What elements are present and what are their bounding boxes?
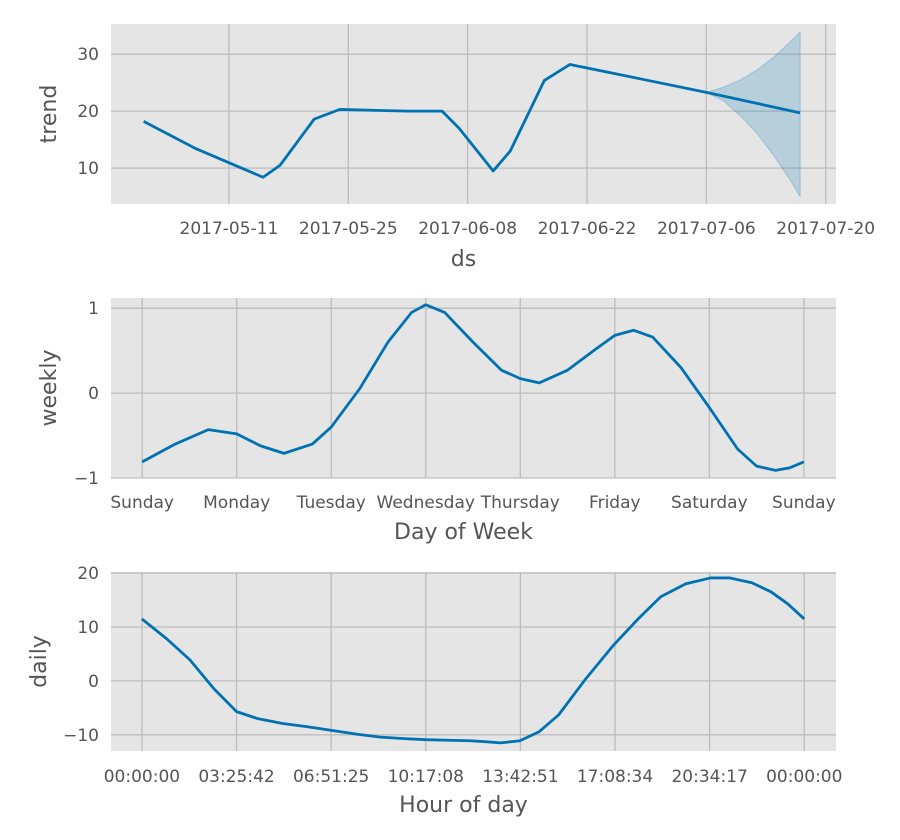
x-tick-label: 2017-06-22 — [538, 219, 637, 239]
x-tick-label: Thursday — [480, 493, 560, 513]
y-tick-label: 20 — [77, 564, 99, 584]
y-tick-label: 1 — [88, 299, 99, 319]
x-tick-label: 06:51:25 — [293, 767, 369, 787]
x-tick-label: 00:00:00 — [104, 767, 180, 787]
x-tick-label: 00:00:00 — [766, 767, 842, 787]
y-tick-label: 10 — [77, 618, 99, 638]
y-tick-label: 0 — [88, 384, 99, 404]
uncertainty-band — [704, 30, 801, 199]
plot-area — [111, 572, 836, 751]
x-tick-label: 13:42:51 — [482, 767, 558, 787]
x-tick-label: Saturday — [671, 493, 748, 513]
daily-line — [141, 576, 806, 745]
y-axis-label: daily — [27, 635, 52, 688]
x-tick-label: 2017-05-11 — [180, 219, 279, 239]
y-tick-label: 20 — [77, 102, 99, 122]
x-tick-label: 20:34:17 — [671, 767, 747, 787]
x-axis-label: ds — [451, 247, 476, 272]
x-tick-label: Friday — [589, 493, 641, 513]
y-axis-label: weekly — [37, 350, 62, 427]
x-tick-label: Monday — [203, 493, 270, 513]
x-axis-label: Day of Week — [394, 520, 533, 545]
plot-area — [111, 298, 836, 478]
x-tick-label: Sunday — [110, 493, 174, 513]
y-tick-label: 30 — [77, 45, 99, 65]
weekly-line — [141, 303, 805, 472]
y-axis-label: trend — [37, 85, 62, 144]
x-axis-label: Hour of day — [399, 793, 528, 818]
x-tick-label: 03:25:42 — [198, 767, 274, 787]
y-tick-label: −1 — [74, 469, 99, 489]
y-tick-label: 10 — [77, 159, 99, 179]
x-tick-label: 2017-05-25 — [299, 219, 398, 239]
x-tick-label: 2017-07-20 — [776, 219, 875, 239]
x-tick-label: 2017-07-06 — [657, 219, 756, 239]
panel-daily: 00:00:00 03:25:42 06:51:25 10:17:08 13:42:51… — [27, 564, 842, 818]
x-tick-label: 2017-06-08 — [418, 219, 517, 239]
x-tick-label: 17:08:34 — [577, 767, 653, 787]
panel-trend: 2017-05-11 2017-05-25 2017-06-08 2017-06-22… — [37, 24, 875, 272]
y-tick-label: −10 — [63, 726, 99, 746]
panel-weekly: Sunday Monday Tuesday Wednesday Thursday Frid… — [37, 298, 836, 545]
x-tick-label: Sunday — [772, 493, 836, 513]
trend-line — [143, 63, 801, 179]
x-tick-label: Tuesday — [296, 493, 366, 513]
plot-area — [111, 24, 836, 204]
x-tick-label: Wednesday — [377, 493, 475, 513]
y-tick-label: 0 — [88, 672, 99, 692]
x-tick-label: 10:17:08 — [388, 767, 464, 787]
